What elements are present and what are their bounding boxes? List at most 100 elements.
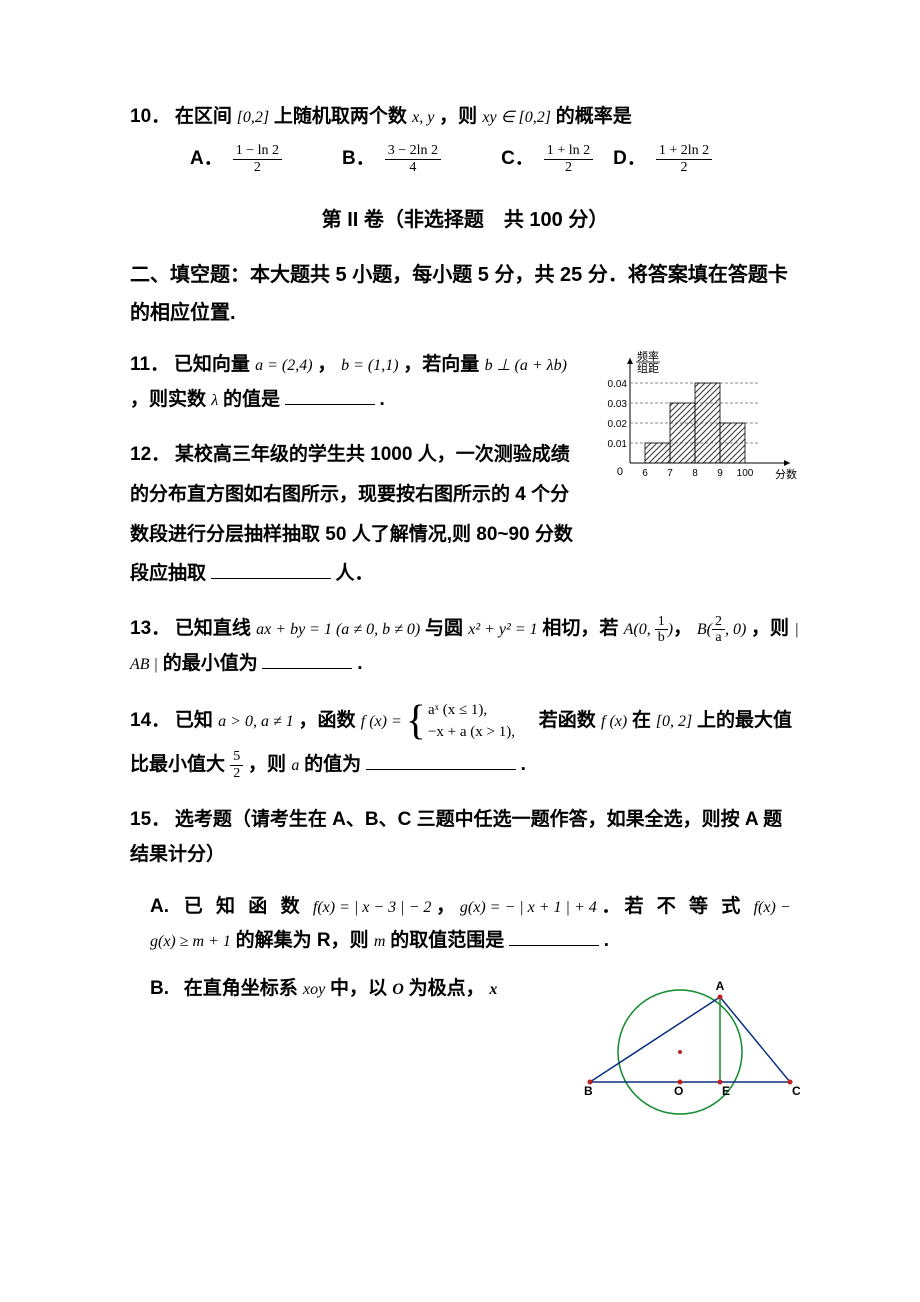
opt-c-frac: 1 + ln 2 2 [544,143,593,175]
q14-piece1: aˣ (x ≤ 1), [428,699,515,722]
section-heading: 二、填空题：本大题共 5 小题，每小题 5 分，共 25 分．将答案填在答题卡的… [130,256,800,332]
q10-prefix: 10． [130,106,170,127]
q14-period: . [521,754,526,775]
q14-piecewise: { aˣ (x ≤ 1), −x + a (x > 1), [406,699,515,744]
q10-t0: 在区间 [175,106,232,127]
svg-text:6: 6 [642,468,648,479]
q13-B-close: , 0) [725,621,746,638]
q15b-prefix: B. [150,978,169,999]
q14-p1: a > 0, a ≠ 1 [218,713,294,730]
q14-t4: 的值为 [304,754,361,775]
question-15b: A B C E O B. 在直角坐标系 xoy 中，以 O 为极点， x [150,972,800,1006]
q11-q12-row: 11． 已知向量 a = (2,4) ， b = (1,1) ，若向量 b ⊥ … [130,348,800,612]
q10-t2: 上随机取两个数 [274,106,412,127]
q13-B-frac: 2a [712,614,725,646]
q15b-p0: 在直角坐标系 [184,978,303,999]
q14-p2: ，函数 [299,710,361,731]
question-11: 11． 已知向量 a = (2,4) ， b = (1,1) ，若向量 b ⊥ … [130,348,584,416]
pt-A: A [716,979,725,993]
q12-prefix: 12． [130,444,170,465]
q10-options: A． 1 − ln 2 2 B． 3 − 2ln 2 4 C． 1 + ln 2… [130,142,800,182]
q10-opt-b: B． 3 − 2ln 2 4 [342,142,441,176]
q13-A-frac: 1b [655,614,668,646]
q10-opt-c: C． 1 + ln 2 2 [501,142,593,176]
q15b-p1: xoy [303,981,325,998]
q10-t1: [0,2] [237,109,269,126]
pt-C: C [792,1084,800,1098]
q13-p4: 相切，若 [542,618,623,639]
histogram-chart: 0.010.020.030.04 6789100 0 频率 组距 分数 [590,348,800,488]
q15a-p6: 的解集为 R，则 [236,930,374,951]
q14-mid: 若函数 [520,710,601,731]
pt-O: O [674,1084,683,1098]
q14-a: a [291,757,299,774]
q13-p3: x² + y² = 1 [468,621,537,638]
question-15: 15． 选考题（请考生在 A、B、C 三题中任选一题作答，如果全选，则按 A 题… [130,803,800,871]
q15b-p3: O [392,981,404,998]
q15-prefix: 15． [130,809,170,830]
q15b-p4: 为极点， [409,978,485,999]
q11-p1: a = (2,4) [255,357,312,374]
question-12: 12． 某校高三年级的学生共 1000 人，一次测验成绩的分布直方图如右图所示，… [130,435,584,595]
svg-text:9: 9 [717,468,723,479]
q15a-prefix: A. [150,896,169,917]
q11-p7: λ [211,392,218,409]
q13-period: . [357,653,362,674]
question-14: 14． 已知 a > 0, a ≠ 1 ，函数 f (x) = { aˣ (x … [130,699,800,786]
q11-p0: 已知向量 [174,354,255,375]
svg-text:0.02: 0.02 [608,419,628,430]
origin-label: 0 [617,466,623,478]
q15b-p2: 中，以 [330,978,392,999]
svg-text:0.03: 0.03 [608,399,628,410]
section-title: 第 II 卷（非选择题 共 100 分） [130,202,800,238]
q13-blank [262,650,352,669]
q14-prefix: 14． [130,710,170,731]
svg-text:7: 7 [667,468,673,479]
q11-p2: ， [317,354,336,375]
q11-p5: b ⊥ (a + λb) [485,357,567,374]
circle-diagram: A B C E O [570,962,800,1122]
q15a-p4: ．若 不 等 式 [601,896,753,917]
svg-text:0.01: 0.01 [608,439,628,450]
q15a-p8: 的取值范围是 [390,930,504,951]
q14-p3: f (x) = [361,713,406,730]
q10-opt-d: D． 1 + 2ln 2 2 [613,142,712,176]
svg-text:8: 8 [692,468,698,479]
q15b-p5: x [489,981,497,998]
q11-p9: . [379,389,384,410]
y-label1: 频率 [637,349,659,363]
q10-t3: x, y [412,109,434,126]
q15a-p9: . [604,930,609,951]
q14-t1: 在 [632,710,651,731]
q13-tail: 的最小值为 [163,653,258,674]
question-13: 13． 已知直线 ax + by = 1 (a ≠ 0, b ≠ 0) 与圆 x… [130,612,800,680]
q11-p6: ，则实数 [130,389,211,410]
q10-opt-a: A． 1 − ln 2 2 [190,142,282,176]
question-15a: A. 已 知 函 数 f(x) = | x − 3 | − 2 ， g(x) =… [150,890,800,958]
q15a-p0: 已 知 函 数 [184,896,313,917]
q13-B: B( [697,621,712,638]
question-10: 10． 在区间 [0,2] 上随机取两个数 x, y ，则 xy ∈ [0,2]… [130,100,800,182]
opt-d-prefix: D． [613,142,646,176]
opt-c-prefix: C． [501,142,534,176]
q14-frac52: 52 [230,749,243,781]
q15a-p1: f(x) = | x − 3 | − 2 [313,899,432,916]
q11-prefix: 11． [130,354,169,375]
q13-p0: 已知直线 [175,618,256,639]
q15a-p3: g(x) = − | x + 1 | + 4 [460,899,597,916]
q14-p0: 已知 [175,710,218,731]
q15a-blank [509,927,599,946]
q15a-p7: m [374,933,386,950]
q12-suffix: 人． [336,563,374,584]
q12-blank [211,560,331,579]
q15-intro: 选考题（请考生在 A、B、C 三题中任选一题作答，如果全选，则按 A 题结果计分… [130,809,782,864]
q13-prefix: 13． [130,618,170,639]
q13-p1: ax + by = 1 (a ≠ 0, b ≠ 0) [256,621,420,638]
opt-d-frac: 1 + 2ln 2 2 [656,143,712,175]
q14-t3: ，则 [248,754,291,775]
q13-mid: ，则 [751,618,794,639]
q11-p3: b = (1,1) [341,357,398,374]
pt-B: B [584,1084,593,1098]
q13-p2: 与圆 [425,618,468,639]
q11-blank [285,386,375,405]
